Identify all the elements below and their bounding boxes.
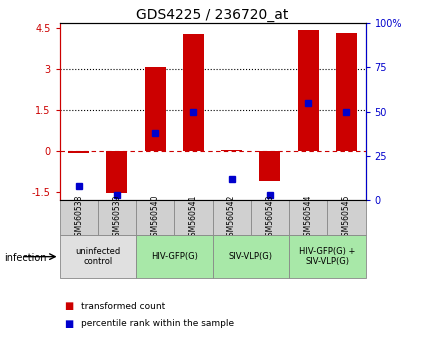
Bar bbox=[212, 235, 289, 278]
Bar bbox=[136, 200, 174, 235]
Bar bbox=[212, 200, 251, 235]
Bar bbox=[221, 150, 242, 151]
Bar bbox=[144, 67, 166, 151]
Text: transformed count: transformed count bbox=[81, 302, 165, 311]
Text: GSM560539: GSM560539 bbox=[112, 194, 122, 241]
Text: uninfected
control: uninfected control bbox=[75, 247, 120, 266]
Text: infection: infection bbox=[4, 253, 47, 263]
Bar bbox=[289, 235, 366, 278]
Text: GSM560541: GSM560541 bbox=[189, 194, 198, 241]
Bar bbox=[336, 33, 357, 151]
Bar bbox=[60, 200, 98, 235]
Bar bbox=[174, 200, 212, 235]
Bar bbox=[183, 34, 204, 151]
Text: ■: ■ bbox=[64, 301, 73, 311]
Bar bbox=[259, 151, 280, 181]
Text: GSM560543: GSM560543 bbox=[265, 194, 275, 241]
Text: HIV-GFP(G) +
SIV-VLP(G): HIV-GFP(G) + SIV-VLP(G) bbox=[299, 247, 355, 266]
Bar bbox=[298, 30, 319, 151]
Bar bbox=[68, 151, 89, 153]
Text: GSM560540: GSM560540 bbox=[150, 194, 160, 241]
Text: HIV-GFP(G): HIV-GFP(G) bbox=[151, 252, 198, 261]
Text: GSM560542: GSM560542 bbox=[227, 194, 236, 241]
Text: GSM560545: GSM560545 bbox=[342, 194, 351, 241]
Bar bbox=[327, 200, 366, 235]
Bar bbox=[289, 200, 327, 235]
Text: GSM560544: GSM560544 bbox=[303, 194, 313, 241]
Text: GSM560538: GSM560538 bbox=[74, 194, 83, 241]
Text: SIV-VLP(G): SIV-VLP(G) bbox=[229, 252, 273, 261]
Bar bbox=[136, 235, 212, 278]
Text: percentile rank within the sample: percentile rank within the sample bbox=[81, 319, 234, 329]
Bar bbox=[98, 200, 136, 235]
Text: ■: ■ bbox=[64, 319, 73, 329]
Title: GDS4225 / 236720_at: GDS4225 / 236720_at bbox=[136, 8, 289, 22]
Bar bbox=[60, 235, 136, 278]
Bar bbox=[106, 151, 128, 193]
Bar bbox=[251, 200, 289, 235]
